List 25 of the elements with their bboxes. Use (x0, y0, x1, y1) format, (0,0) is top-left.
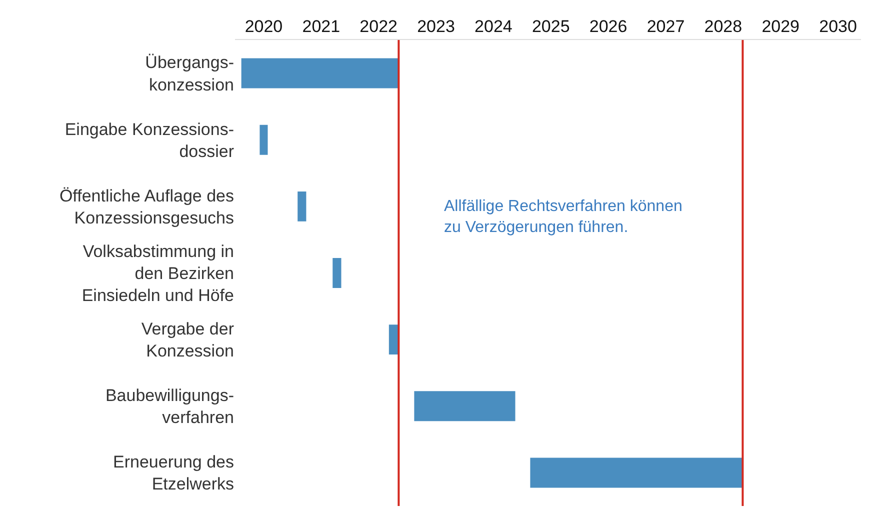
y-tick-label: Erneuerung des Etzelwerks (113, 452, 234, 494)
x-tick-label: 2024 (474, 17, 512, 36)
bar (414, 391, 516, 422)
y-tick-label: Eingabe Konzessions- dossier (64, 120, 234, 161)
x-tick-label: 2023 (417, 17, 455, 36)
bar (530, 458, 743, 488)
x-tick-label: 2029 (762, 17, 800, 36)
x-tick-label: 2021 (302, 17, 340, 36)
x-tick-label: 2030 (819, 17, 857, 36)
y-tick-label: Baubewilligungs- verfahren (105, 386, 234, 428)
bar (332, 258, 342, 288)
bar (298, 191, 306, 222)
bar (241, 58, 400, 88)
x-tick-label: 2026 (589, 17, 628, 36)
x-tick-label: 2022 (360, 17, 398, 36)
bar (260, 124, 268, 155)
x-tick-label: 2025 (532, 17, 570, 36)
y-tick-label: Öffentliche Auflage des Konzessionsgesuchs (59, 186, 234, 228)
y-tick-label: Übergangs- konzession (145, 53, 234, 94)
x-tick-label: 2027 (646, 17, 685, 36)
x-tick-label: 2020 (244, 17, 283, 36)
x-tick-label: 2028 (704, 17, 742, 36)
y-tick-label: Vergabe der Konzession (141, 319, 234, 361)
annotation: Allfällige Rechtsverfahren können zu Verzögerungen führen. (444, 198, 682, 236)
y-tick-label: Volksabstimmung in den Bezirken Einsiedeln und Höfe (82, 242, 234, 306)
